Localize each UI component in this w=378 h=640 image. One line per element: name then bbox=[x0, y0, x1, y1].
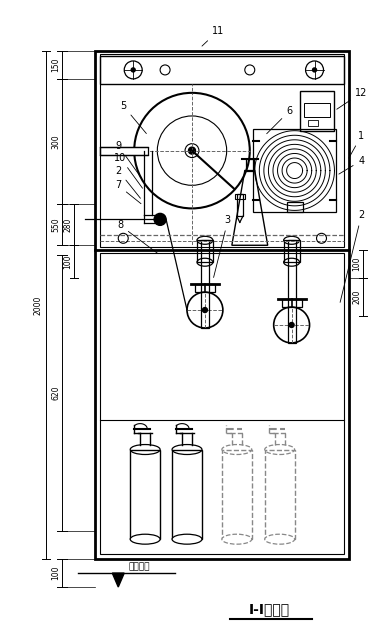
Text: 2000: 2000 bbox=[34, 296, 43, 315]
Bar bbox=[100, 253, 344, 554]
Text: 6: 6 bbox=[267, 106, 293, 134]
Ellipse shape bbox=[265, 534, 294, 544]
Bar bbox=[100, 56, 344, 84]
Text: 300: 300 bbox=[51, 134, 60, 149]
Text: 1: 1 bbox=[349, 131, 364, 158]
Bar bbox=[288, 240, 296, 343]
Bar bbox=[100, 147, 148, 155]
Ellipse shape bbox=[172, 534, 202, 544]
Text: I-I剖面图: I-I剖面图 bbox=[249, 602, 290, 616]
Circle shape bbox=[313, 68, 316, 72]
Text: 10: 10 bbox=[114, 152, 143, 188]
Circle shape bbox=[154, 213, 166, 225]
Text: 100: 100 bbox=[51, 566, 60, 580]
Circle shape bbox=[289, 323, 294, 328]
Ellipse shape bbox=[222, 534, 252, 544]
Ellipse shape bbox=[130, 534, 160, 544]
Bar bbox=[265, 449, 294, 539]
Text: 150: 150 bbox=[51, 58, 60, 72]
Circle shape bbox=[189, 147, 195, 154]
Text: 9: 9 bbox=[115, 141, 141, 179]
Text: 7: 7 bbox=[115, 180, 141, 204]
Bar bbox=[282, 299, 302, 307]
Bar bbox=[287, 202, 302, 212]
Bar bbox=[172, 449, 202, 539]
Bar bbox=[195, 284, 215, 292]
Bar bbox=[253, 129, 336, 212]
Bar bbox=[235, 195, 245, 200]
Text: 5: 5 bbox=[120, 100, 146, 134]
Text: 200: 200 bbox=[352, 290, 361, 305]
Text: 3: 3 bbox=[214, 216, 231, 278]
Text: 12: 12 bbox=[337, 88, 367, 109]
Bar bbox=[246, 159, 254, 170]
Text: 11: 11 bbox=[202, 26, 224, 46]
Text: 550: 550 bbox=[51, 218, 60, 232]
Bar bbox=[300, 91, 335, 131]
Bar bbox=[284, 240, 300, 262]
Bar bbox=[130, 449, 160, 539]
Text: 100: 100 bbox=[352, 257, 361, 271]
Text: 620: 620 bbox=[51, 386, 60, 401]
Bar bbox=[100, 54, 344, 247]
Bar bbox=[304, 103, 330, 116]
Text: 280: 280 bbox=[64, 218, 73, 232]
Text: 8: 8 bbox=[117, 220, 158, 253]
Bar bbox=[222, 449, 252, 539]
Circle shape bbox=[131, 68, 135, 72]
Text: 4: 4 bbox=[339, 156, 364, 174]
Bar bbox=[201, 240, 209, 328]
Bar bbox=[237, 195, 243, 216]
Bar bbox=[95, 51, 349, 559]
Text: 室内地面: 室内地面 bbox=[128, 562, 150, 571]
Text: 2: 2 bbox=[115, 166, 141, 198]
Text: 2: 2 bbox=[340, 211, 364, 302]
Circle shape bbox=[203, 308, 208, 312]
Bar bbox=[308, 120, 318, 125]
Bar bbox=[197, 240, 213, 262]
Text: 100: 100 bbox=[64, 255, 73, 269]
Polygon shape bbox=[112, 573, 124, 587]
